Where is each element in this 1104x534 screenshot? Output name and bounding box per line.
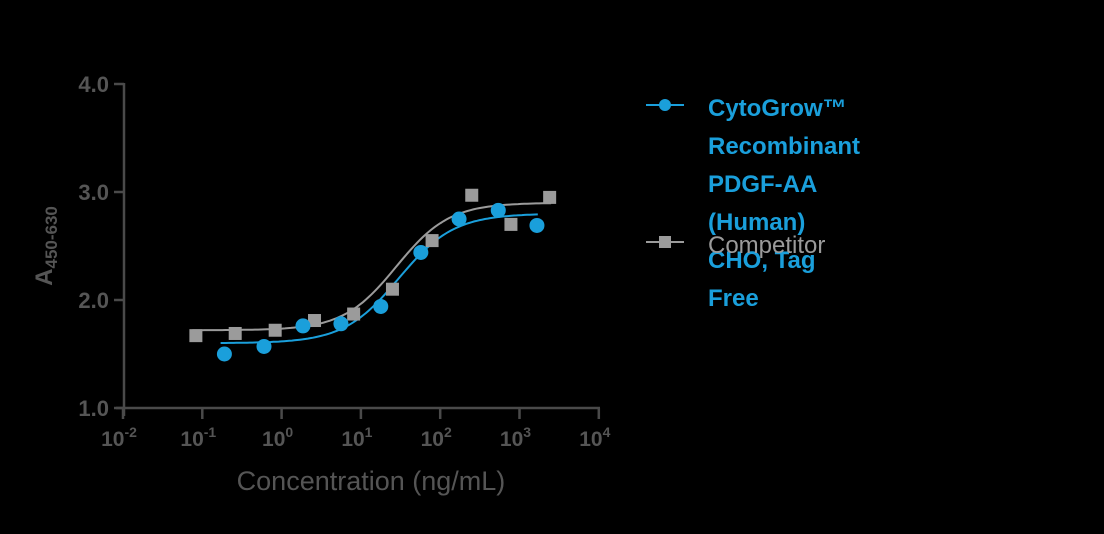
fit-curves [192,202,552,344]
data-point-competitor [189,329,203,343]
data-point-competitor [347,307,361,321]
data-points [189,188,557,362]
data-point-cytogrow [451,211,467,227]
y-axis-title-main: A [31,269,58,286]
axes: 1.0 2.0 3.0 4.0 10-2 10-1 100 101 102 103 104 [78,72,610,451]
y-axis-title: A450-630 [31,206,61,286]
x-axis-title: Concentration (ng/mL) [237,466,506,496]
x-tick-label: 100 [262,424,293,451]
legend-label-competitor: Competitor [708,232,826,259]
data-point-competitor [543,190,557,204]
y-tick-label: 1.0 [78,396,109,421]
y-axis-title-sub: 450-630 [42,206,61,268]
data-point-cytogrow [256,338,272,354]
data-point-cytogrow [216,346,232,362]
x-tick-label: 104 [579,424,610,451]
data-point-cytogrow [413,244,429,260]
x-tick-label: 10-2 [101,424,137,451]
fit-curve-cytogrow [220,213,538,344]
data-point-competitor [228,326,242,340]
data-point-competitor [465,188,479,202]
data-point-competitor [308,314,322,328]
data-point-competitor [385,282,399,296]
svg-text:A450-630: A450-630 [31,206,61,286]
x-tick-label: 103 [500,424,531,451]
y-tick-label: 3.0 [78,180,109,205]
x-tick-label: 10-1 [180,424,216,451]
fit-curve-competitor [192,202,552,332]
y-tick-label: 4.0 [78,72,109,97]
legend-item-competitor: Competitor [640,227,825,265]
data-point-cytogrow [490,202,506,218]
data-point-competitor [425,234,439,248]
x-tick-label: 102 [421,424,452,451]
x-tick-label: 101 [341,424,372,451]
legend-item-cytogrow: CytoGrow™ Recombinant PDGF-AA (Human) CH… [640,90,860,318]
legend-marker-circle-icon [640,90,690,112]
y-tick-label: 2.0 [78,288,109,313]
data-point-cytogrow [333,316,349,332]
legend-label-cytogrow: CytoGrow™ Recombinant PDGF-AA (Human) CH… [708,95,861,312]
data-point-cytogrow [295,318,311,334]
data-point-competitor [504,217,518,231]
legend-marker-square-icon [640,227,690,249]
data-point-competitor [268,323,282,337]
data-point-cytogrow [529,217,545,233]
data-point-cytogrow [373,298,389,314]
